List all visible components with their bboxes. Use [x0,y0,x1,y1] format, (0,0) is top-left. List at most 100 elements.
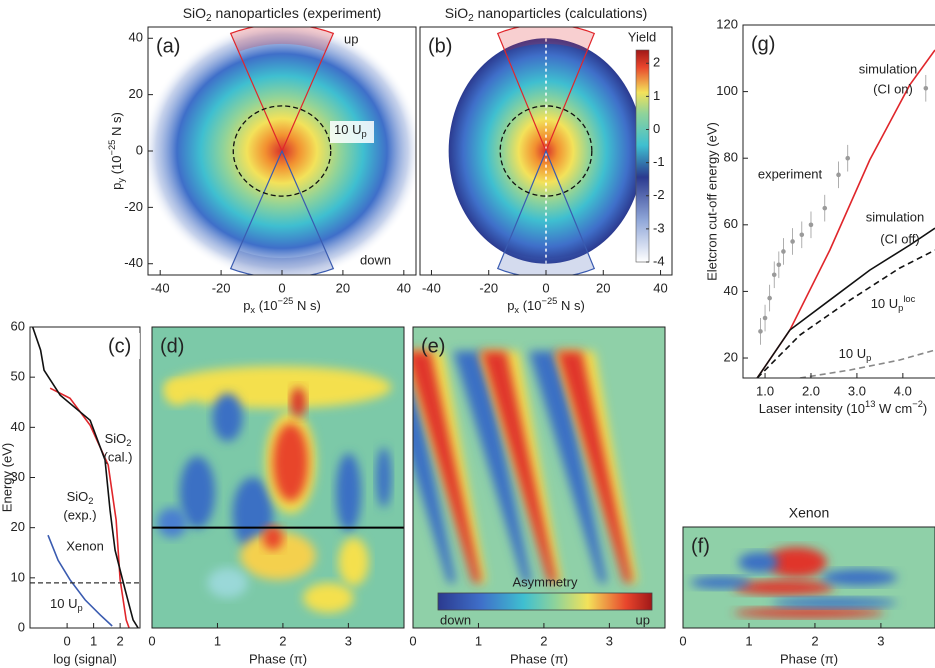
label-bg [330,121,374,143]
plot-area [756,49,935,378]
colorbar-low: down [440,612,471,627]
y-tick-label: 80 [724,150,738,165]
text-part: 2 [206,13,212,24]
text-part: (10 [519,298,541,313]
colorbar-tick-label: 0 [653,121,660,136]
text-part: −25 [107,140,117,156]
colorbar-tick-label: -4 [653,253,665,268]
text-part: N s) [293,298,320,313]
series-note: (exp.) [63,507,96,522]
text-part: loc [903,294,915,304]
circle-label: 10 Up [334,122,367,139]
x-tick-label: 3 [606,633,613,648]
plot-area [683,527,935,628]
axis-frame [682,526,935,629]
data-point [762,315,768,321]
series-label: SiO2 [67,489,94,506]
y-tick-label: 20 [11,519,25,534]
heatmap-blob [376,447,392,508]
text-part: p [109,183,124,190]
series-line [756,227,935,378]
series-line [49,387,130,628]
heatmap-blob [212,393,243,442]
x-tick-label: 2 [279,633,286,648]
text-part: N s) [557,298,584,313]
x-tick-label: -40 [422,280,441,295]
sector-band [230,27,334,52]
data-point [822,205,828,211]
x-tick-label: 2 [811,633,818,648]
sector-label: up [344,31,358,46]
heatmap-blob [157,507,188,538]
x-tick-label: 0 [278,280,285,295]
heatmap-blob [771,597,898,608]
series-label: experiment [758,166,823,181]
text-part: N s) [109,112,124,139]
data-point [758,329,763,334]
axis-frame [412,326,666,629]
x-tick-label: 1 [475,633,482,648]
colorbar-label: Yield [628,29,656,44]
text-part: nanoparticles (experiment) [212,5,382,21]
series-line [31,327,139,628]
plot-area [30,327,140,628]
x-axis-label: Phase (π) [510,651,568,666]
text-part: nanoparticles (calculations) [474,5,648,21]
text-part: p [866,353,871,363]
heatmap-blob [290,387,306,418]
panel-letter: (a) [156,35,180,57]
heatmap-blob [738,552,779,573]
text-part: p [243,298,250,313]
series-note: (cal.) [104,449,133,464]
sector-label: down [360,252,391,267]
panel-letter: (g) [751,33,775,55]
label-bg [154,33,188,59]
sector-band [230,250,334,275]
text-part: (10 [109,156,124,178]
panel-letter: (b) [428,35,452,57]
series-label: simulation [859,61,918,76]
x-tick-label: 0 [63,633,70,648]
panel-letter: (d) [160,335,184,357]
heatmap-blob [164,381,190,406]
panel-letter: (f) [691,535,710,557]
text-part: p [361,129,366,139]
data-point [923,85,929,91]
x-tick-label: 0 [148,633,155,648]
text-part: Laser intensity (10 [759,401,865,416]
text-part: 10 U [839,346,866,361]
heatmap-blob [262,525,284,550]
text-part: 13 [865,399,875,409]
x-tick-label: -40 [151,280,170,295]
y-tick-label: 40 [129,30,143,45]
heatmap-blob [733,607,885,618]
y-tick-label: 40 [11,419,25,434]
x-tick-label: 1 [745,633,752,648]
text-part: SiO [67,489,89,504]
x-axis-label: Phase (π) [780,651,838,666]
reference-label: 10 Up [50,596,83,613]
x-tick-label: 0 [542,280,549,295]
series-line [47,534,113,627]
text-part: p [77,603,82,613]
heatmap-band [528,351,608,583]
x-tick-label: 3 [345,633,352,648]
data-point [836,172,841,178]
sector [229,149,335,275]
panel-title: Xenon [789,505,829,521]
sector [496,27,596,153]
y-tick-label: 120 [716,16,738,31]
series-label: simulation [866,209,925,224]
text-part: 10 U [334,122,361,137]
text-part: −25 [542,296,558,306]
x-tick-label: 2.0 [802,383,820,398]
y-tick-label: -20 [124,199,143,214]
colorbar-tick-label: -1 [653,154,665,169]
x-axis-label: px (10−25 N s) [507,296,585,315]
plot-area [148,27,416,275]
x-tick-label: 2 [540,633,547,648]
heatmap-blob [335,453,362,532]
x-tick-label: 1 [90,633,97,648]
data-point [771,272,777,278]
